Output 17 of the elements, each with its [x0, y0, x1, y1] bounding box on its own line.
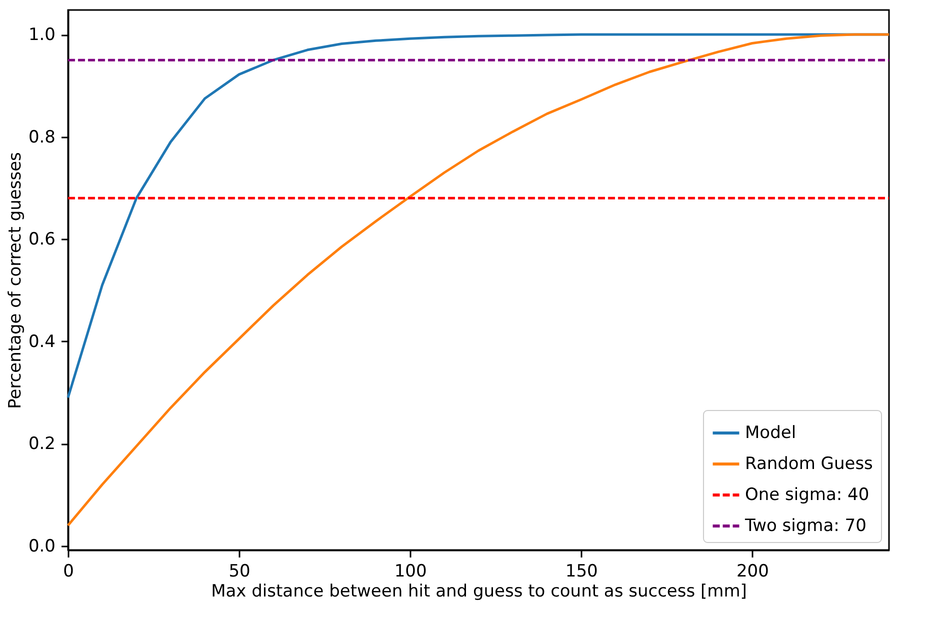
legend-label: Two sigma: 70 [744, 516, 866, 536]
x-tick-label: 100 [394, 562, 427, 582]
y-tick-label: 1.0 [28, 25, 56, 46]
legend-label: Random Guess [745, 454, 874, 474]
legend-label: One sigma: 40 [745, 485, 870, 505]
y-tick-label: 0.2 [28, 434, 56, 454]
x-tick-label: 0 [63, 562, 74, 582]
y-tick-label: 0.4 [28, 332, 56, 352]
x-tick-label: 200 [736, 562, 769, 582]
x-tick-label: 50 [228, 562, 250, 582]
x-axis-title: Max distance between hit and guess to count as success [mm] [211, 582, 747, 602]
x-tick-label: 150 [565, 562, 598, 582]
legend-label: Model [745, 423, 796, 443]
y-tick-label: 0.8 [28, 127, 56, 148]
y-tick-label: 0.6 [28, 230, 56, 250]
y-axis-title: Percentage of correct guesses [5, 152, 26, 409]
y-tick-label: 0.0 [28, 536, 56, 556]
